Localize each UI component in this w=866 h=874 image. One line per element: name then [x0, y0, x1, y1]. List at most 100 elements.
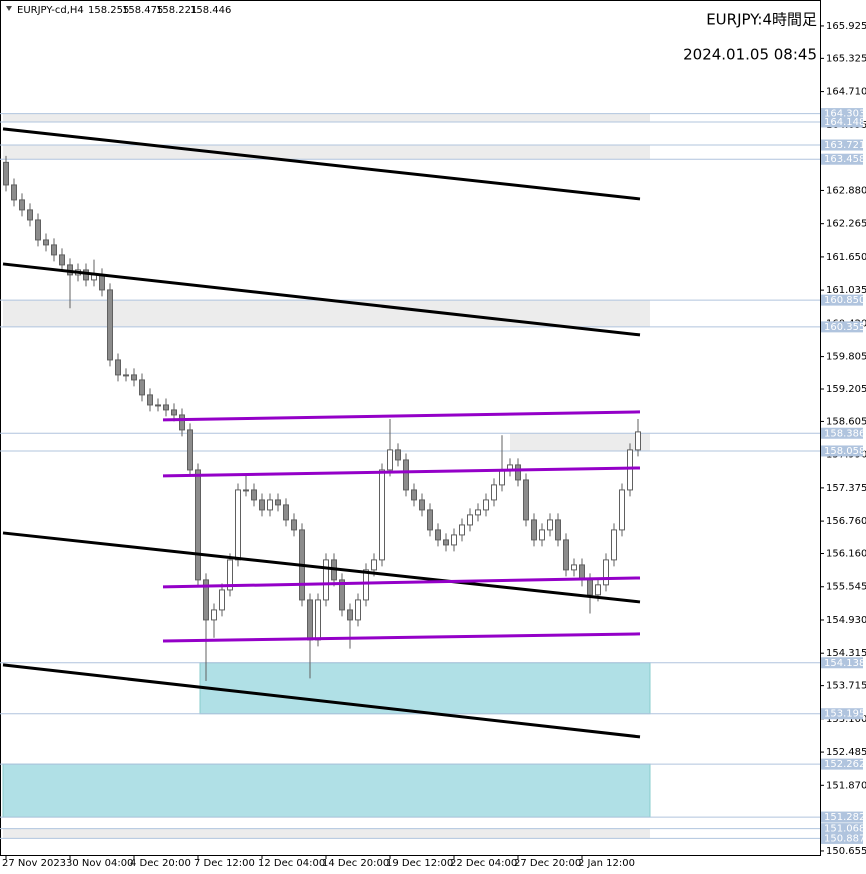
x-tick-label: 2 Jan 12:00	[578, 858, 635, 869]
candle-body	[403, 459, 409, 491]
candle-body	[3, 161, 9, 186]
x-tick-label: 12 Dec 04:00	[258, 858, 325, 869]
level-label-box	[821, 811, 863, 823]
candle-body	[267, 499, 273, 511]
trendline	[2, 262, 641, 337]
level-label-box	[821, 708, 863, 720]
trendline	[2, 663, 641, 739]
candle-body	[251, 489, 257, 501]
level-label-box	[821, 139, 863, 151]
candle-body	[147, 394, 153, 406]
y-tick-label: 159.205	[826, 384, 866, 395]
candle-body	[435, 529, 441, 541]
level-label-box	[821, 657, 863, 669]
candle-body	[291, 519, 297, 531]
level-label: 158.386	[824, 428, 865, 439]
zone	[3, 145, 650, 160]
candle-body	[379, 469, 385, 561]
candle-body	[611, 529, 617, 561]
level-label: 163.721	[824, 140, 865, 151]
candle-body	[539, 529, 545, 541]
candle-body	[219, 589, 225, 611]
level-label-box	[821, 823, 863, 835]
candle-body	[131, 374, 137, 381]
zone	[3, 113, 650, 122]
trendline	[162, 632, 641, 643]
candle-body	[51, 244, 57, 256]
quote-low: 158.221	[156, 5, 197, 16]
candle-body	[563, 539, 569, 571]
level-label: 150.887	[824, 833, 865, 844]
y-tick-label: 151.870	[826, 780, 866, 791]
candle-body	[211, 609, 217, 621]
quote-open: 158.255	[88, 5, 129, 16]
level-label: 164.303	[824, 109, 865, 120]
level-label: 160.850	[824, 295, 865, 306]
candle-body	[227, 559, 233, 591]
candle-body	[163, 404, 169, 411]
level-label: 153.195	[824, 709, 865, 720]
candle-body	[531, 519, 537, 541]
candle-body	[371, 559, 377, 571]
y-tick-label: 156.160	[826, 549, 866, 560]
level-label-box	[821, 445, 863, 457]
x-tick-label: 22 Dec 04:00	[450, 858, 517, 869]
candle-body	[123, 374, 129, 377]
candle-body	[347, 609, 353, 621]
candle-body	[339, 579, 345, 611]
level-label: 152.262	[824, 759, 865, 770]
candle-body	[523, 479, 529, 521]
candle-body	[99, 274, 105, 291]
candle-body	[171, 409, 177, 416]
candle-body	[11, 184, 17, 201]
y-tick-label: 156.760	[826, 516, 866, 527]
candle-body	[499, 469, 505, 486]
candle-body	[571, 564, 577, 571]
chart-title: EURJPY:4時間足	[706, 11, 817, 29]
quote-high: 158.475	[122, 5, 163, 16]
candle-body	[243, 489, 249, 492]
y-tick-label: 161.650	[826, 252, 866, 263]
candle-body	[107, 289, 113, 361]
candle-body	[43, 239, 49, 246]
candle-body	[635, 431, 641, 451]
y-tick-label: 165.325	[826, 53, 866, 64]
candle-body	[491, 484, 497, 501]
quote-close: 158.446	[190, 5, 231, 16]
candle-body	[19, 199, 25, 211]
trendline	[2, 531, 641, 604]
x-tick-label: 14 Dec 20:00	[322, 858, 389, 869]
candle-body	[259, 499, 265, 511]
y-tick-label: 165.925	[826, 21, 866, 32]
candle-body	[363, 569, 369, 601]
zone	[3, 300, 650, 327]
y-tick-label: 161.035	[826, 285, 866, 296]
y-tick-label: 155.545	[826, 582, 866, 593]
candle-body	[467, 514, 473, 526]
level-label: 158.058	[824, 446, 865, 457]
candle-body	[187, 429, 193, 471]
x-tick-label: 27 Nov 2023	[2, 858, 66, 869]
candle-body	[235, 489, 241, 561]
zone	[2, 763, 651, 818]
zone	[510, 433, 650, 451]
candle-body	[483, 499, 489, 511]
y-tick-label: 158.605	[826, 416, 866, 427]
candle-body	[547, 519, 553, 531]
candle-body	[387, 449, 393, 471]
level-label: 163.458	[824, 154, 865, 165]
candle-body	[83, 269, 89, 281]
candle-body	[395, 449, 401, 461]
candle-body	[315, 599, 321, 641]
level-label: 154.138	[824, 658, 865, 669]
trendline	[2, 127, 641, 201]
chart-subtitle: 2024.01.05 08:45	[683, 46, 817, 64]
candle-body	[27, 209, 33, 221]
y-tick-label: 153.100	[826, 714, 866, 725]
level-label: 160.355	[824, 322, 865, 333]
candle-body	[355, 599, 361, 621]
candle-body	[595, 584, 601, 596]
candle-body	[603, 559, 609, 586]
candle-body	[515, 464, 521, 481]
